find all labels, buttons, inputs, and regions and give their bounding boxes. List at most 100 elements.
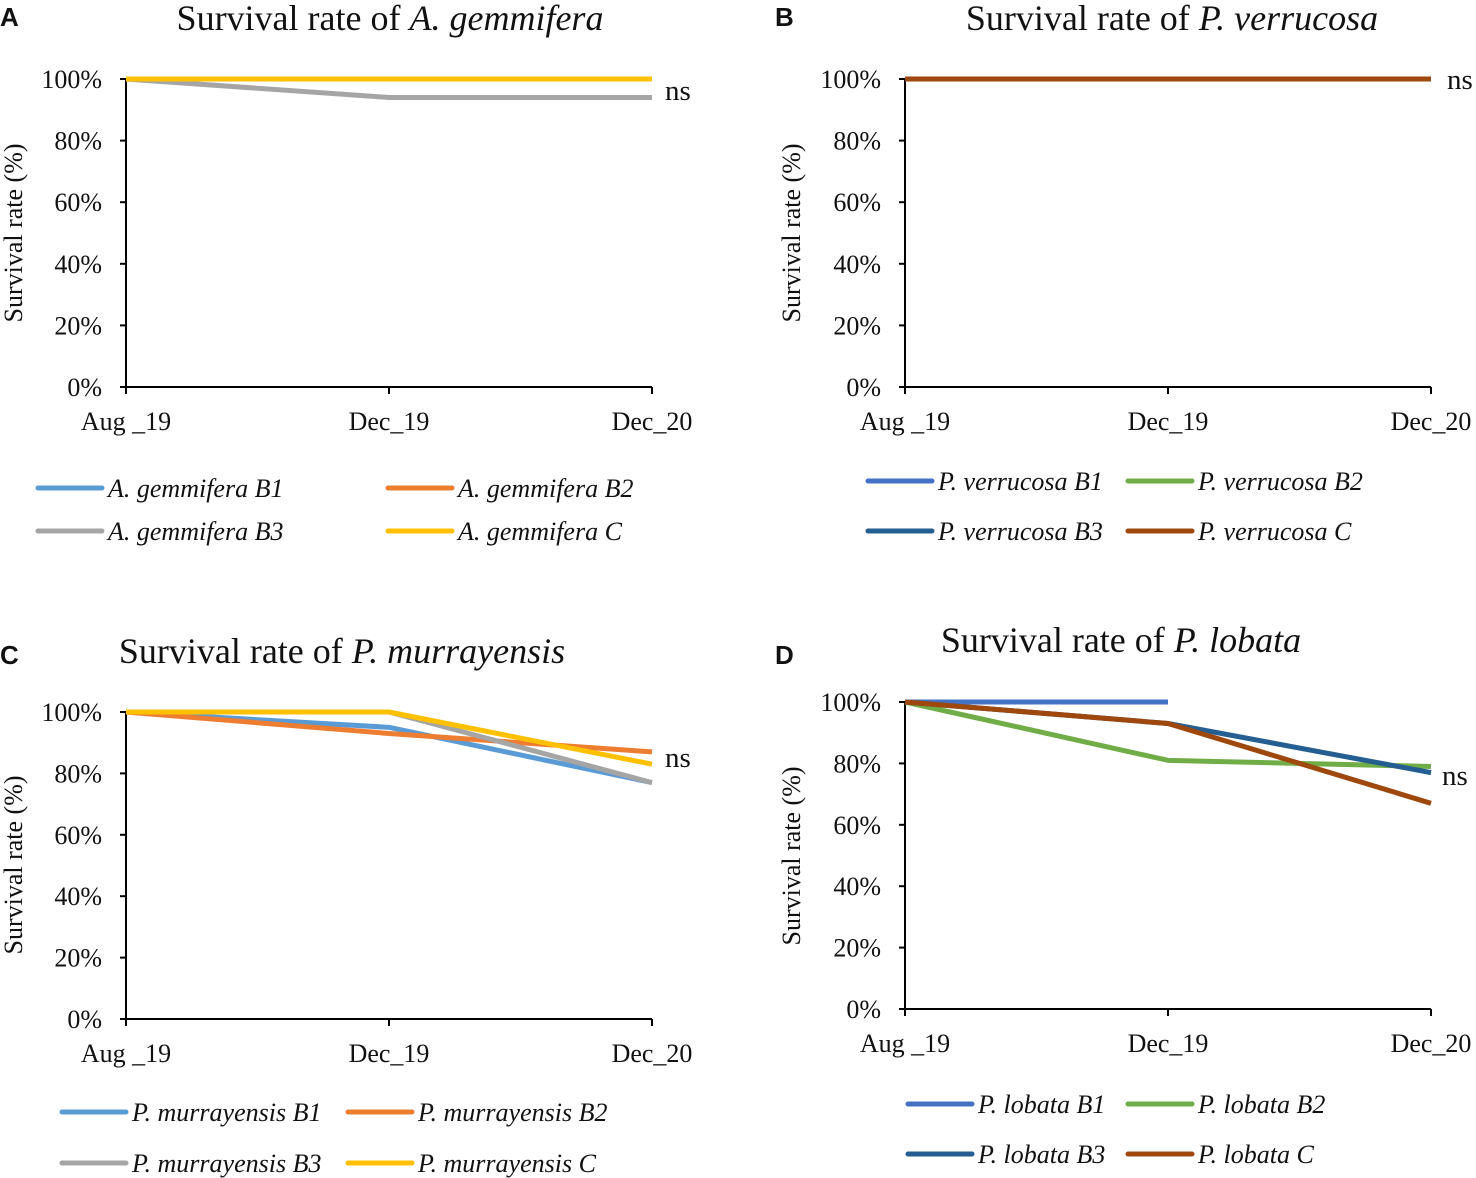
legend-label: P. lobata B2 [1197,1090,1325,1119]
chart-title: Survival rate of A. gemmifera [177,0,604,38]
y-tick-label: 0% [67,1005,102,1034]
x-tick-label: Dec_19 [1128,407,1209,436]
legend-label: P. verrucosa B1 [937,467,1103,496]
y-tick-label: 20% [54,944,102,973]
y-ticks: 0% 20% 40% 60% 80% 100% [41,698,126,1034]
y-tick-label: 80% [54,127,102,156]
legend-label: A. gemmifera B1 [106,474,283,503]
x-ticks: Aug _19 Dec_19 Dec_20 [81,387,693,436]
legend: A. gemmifera B1 A. gemmifera B2 A. gemmife… [35,474,633,546]
legend-label: P. murrayensis B2 [417,1098,607,1127]
x-ticks: Aug _19 Dec_19 Dec_20 [81,1019,693,1068]
y-tick-label: 100% [41,698,102,727]
significance-annotation: ns [1447,64,1473,96]
legend: P. murrayensis B1 P. murrayensis B2 P. mur… [59,1098,607,1178]
y-tick-label: 60% [54,188,102,217]
x-tick-label: Dec_20 [1391,407,1472,436]
y-tick-label: 100% [820,65,881,94]
significance-annotation: ns [1442,760,1468,792]
panel-a: A Survival rate of A. gemmifera Survival… [0,0,692,546]
legend-label: P. verrucosa B3 [937,517,1103,546]
chart-title: Survival rate of P. lobata [941,620,1301,660]
panel-d: D Survival rate of P. lobata Survival ra… [775,620,1471,1169]
legend-label: P. verrucosa B2 [1197,467,1363,496]
x-tick-label: Dec_19 [1128,1029,1209,1058]
chart-title: Survival rate of P. murrayensis [119,631,565,671]
legend-label: P. murrayensis B1 [131,1098,321,1127]
panel-letter: C [0,640,19,670]
legend-label: P. lobata C [1197,1140,1314,1169]
y-tick-label: 20% [833,934,881,963]
y-ticks: 0% 20% 40% 60% 80% 100% [820,688,905,1024]
axes [125,712,652,1020]
title-prefix: Survival rate of [177,0,410,38]
legend-label: P. lobata B3 [977,1140,1105,1169]
panel-b: B Survival rate of P. verrucosa Survival… [775,0,1473,546]
x-tick-label: Aug _19 [81,1039,171,1068]
panel-letter: B [775,2,794,32]
axes [904,702,1431,1010]
y-axis-label: Survival rate (%) [777,143,806,322]
title-prefix: Survival rate of [119,631,352,671]
y-tick-label: 100% [820,688,881,717]
x-tick-label: Aug _19 [81,407,171,436]
series-lines [125,76,652,100]
title-prefix: Survival rate of [966,0,1199,38]
y-tick-label: 80% [54,759,102,788]
legend-label: A. gemmifera C [456,517,623,546]
y-tick-label: 60% [833,188,881,217]
x-tick-label: Aug _19 [860,1029,950,1058]
panel-letter: D [775,640,794,670]
legend-label: P. murrayensis B3 [131,1149,321,1178]
axes [904,79,1431,388]
axes [125,79,652,388]
legend-label: A. gemmifera B3 [106,517,283,546]
y-tick-label: 40% [54,882,102,911]
series-line [904,699,1432,806]
y-tick-label: 0% [67,373,102,402]
title-prefix: Survival rate of [941,620,1174,660]
x-tick-label: Dec_20 [612,1039,693,1068]
series-line [904,699,1432,769]
legend-label: A. gemmifera B2 [456,474,633,503]
y-axis-label: Survival rate (%) [0,143,28,322]
y-tick-label: 40% [54,250,102,279]
legend-label: P. murrayensis C [417,1149,597,1178]
title-species: A. gemmifera [407,0,603,38]
significance-annotation: ns [665,742,691,774]
y-tick-label: 40% [833,250,881,279]
chart-title: Survival rate of P. verrucosa [966,0,1378,38]
y-tick-label: 80% [833,749,881,778]
series-line [126,709,653,767]
y-tick-label: 80% [833,127,881,156]
y-axis-label: Survival rate (%) [0,775,28,954]
series-lines [904,699,1432,806]
significance-annotation: ns [665,75,691,107]
title-species: P. lobata [1173,620,1301,660]
x-ticks: Aug _19 Dec_19 Dec_20 [860,387,1472,436]
y-tick-label: 100% [41,65,102,94]
y-tick-label: 60% [833,811,881,840]
series-line [125,76,652,100]
y-tick-label: 20% [833,311,881,340]
y-axis-label: Survival rate (%) [777,766,806,945]
panel-c: C Survival rate of P. murrayensis Surviv… [0,631,692,1178]
y-ticks: 0% 20% 40% 60% 80% 100% [820,65,905,402]
y-tick-label: 40% [833,872,881,901]
y-tick-label: 20% [54,311,102,340]
title-species: P. verrucosa [1198,0,1378,38]
series-line [125,709,653,755]
x-tick-label: Dec_20 [612,407,693,436]
x-tick-label: Dec_19 [349,1039,430,1068]
legend: P. verrucosa B1 P. verrucosa B2 P. verruco… [865,467,1363,546]
x-tick-label: Aug _19 [860,407,950,436]
y-tick-label: 60% [54,821,102,850]
y-tick-label: 0% [846,995,881,1024]
legend-label: P. verrucosa C [1197,517,1352,546]
panel-letter: A [0,2,19,32]
y-ticks: 0% 20% 40% 60% 80% 100% [41,65,126,402]
x-ticks: Aug _19 Dec_19 Dec_20 [860,1009,1471,1058]
x-tick-label: Dec_19 [349,407,430,436]
y-tick-label: 0% [846,373,881,402]
